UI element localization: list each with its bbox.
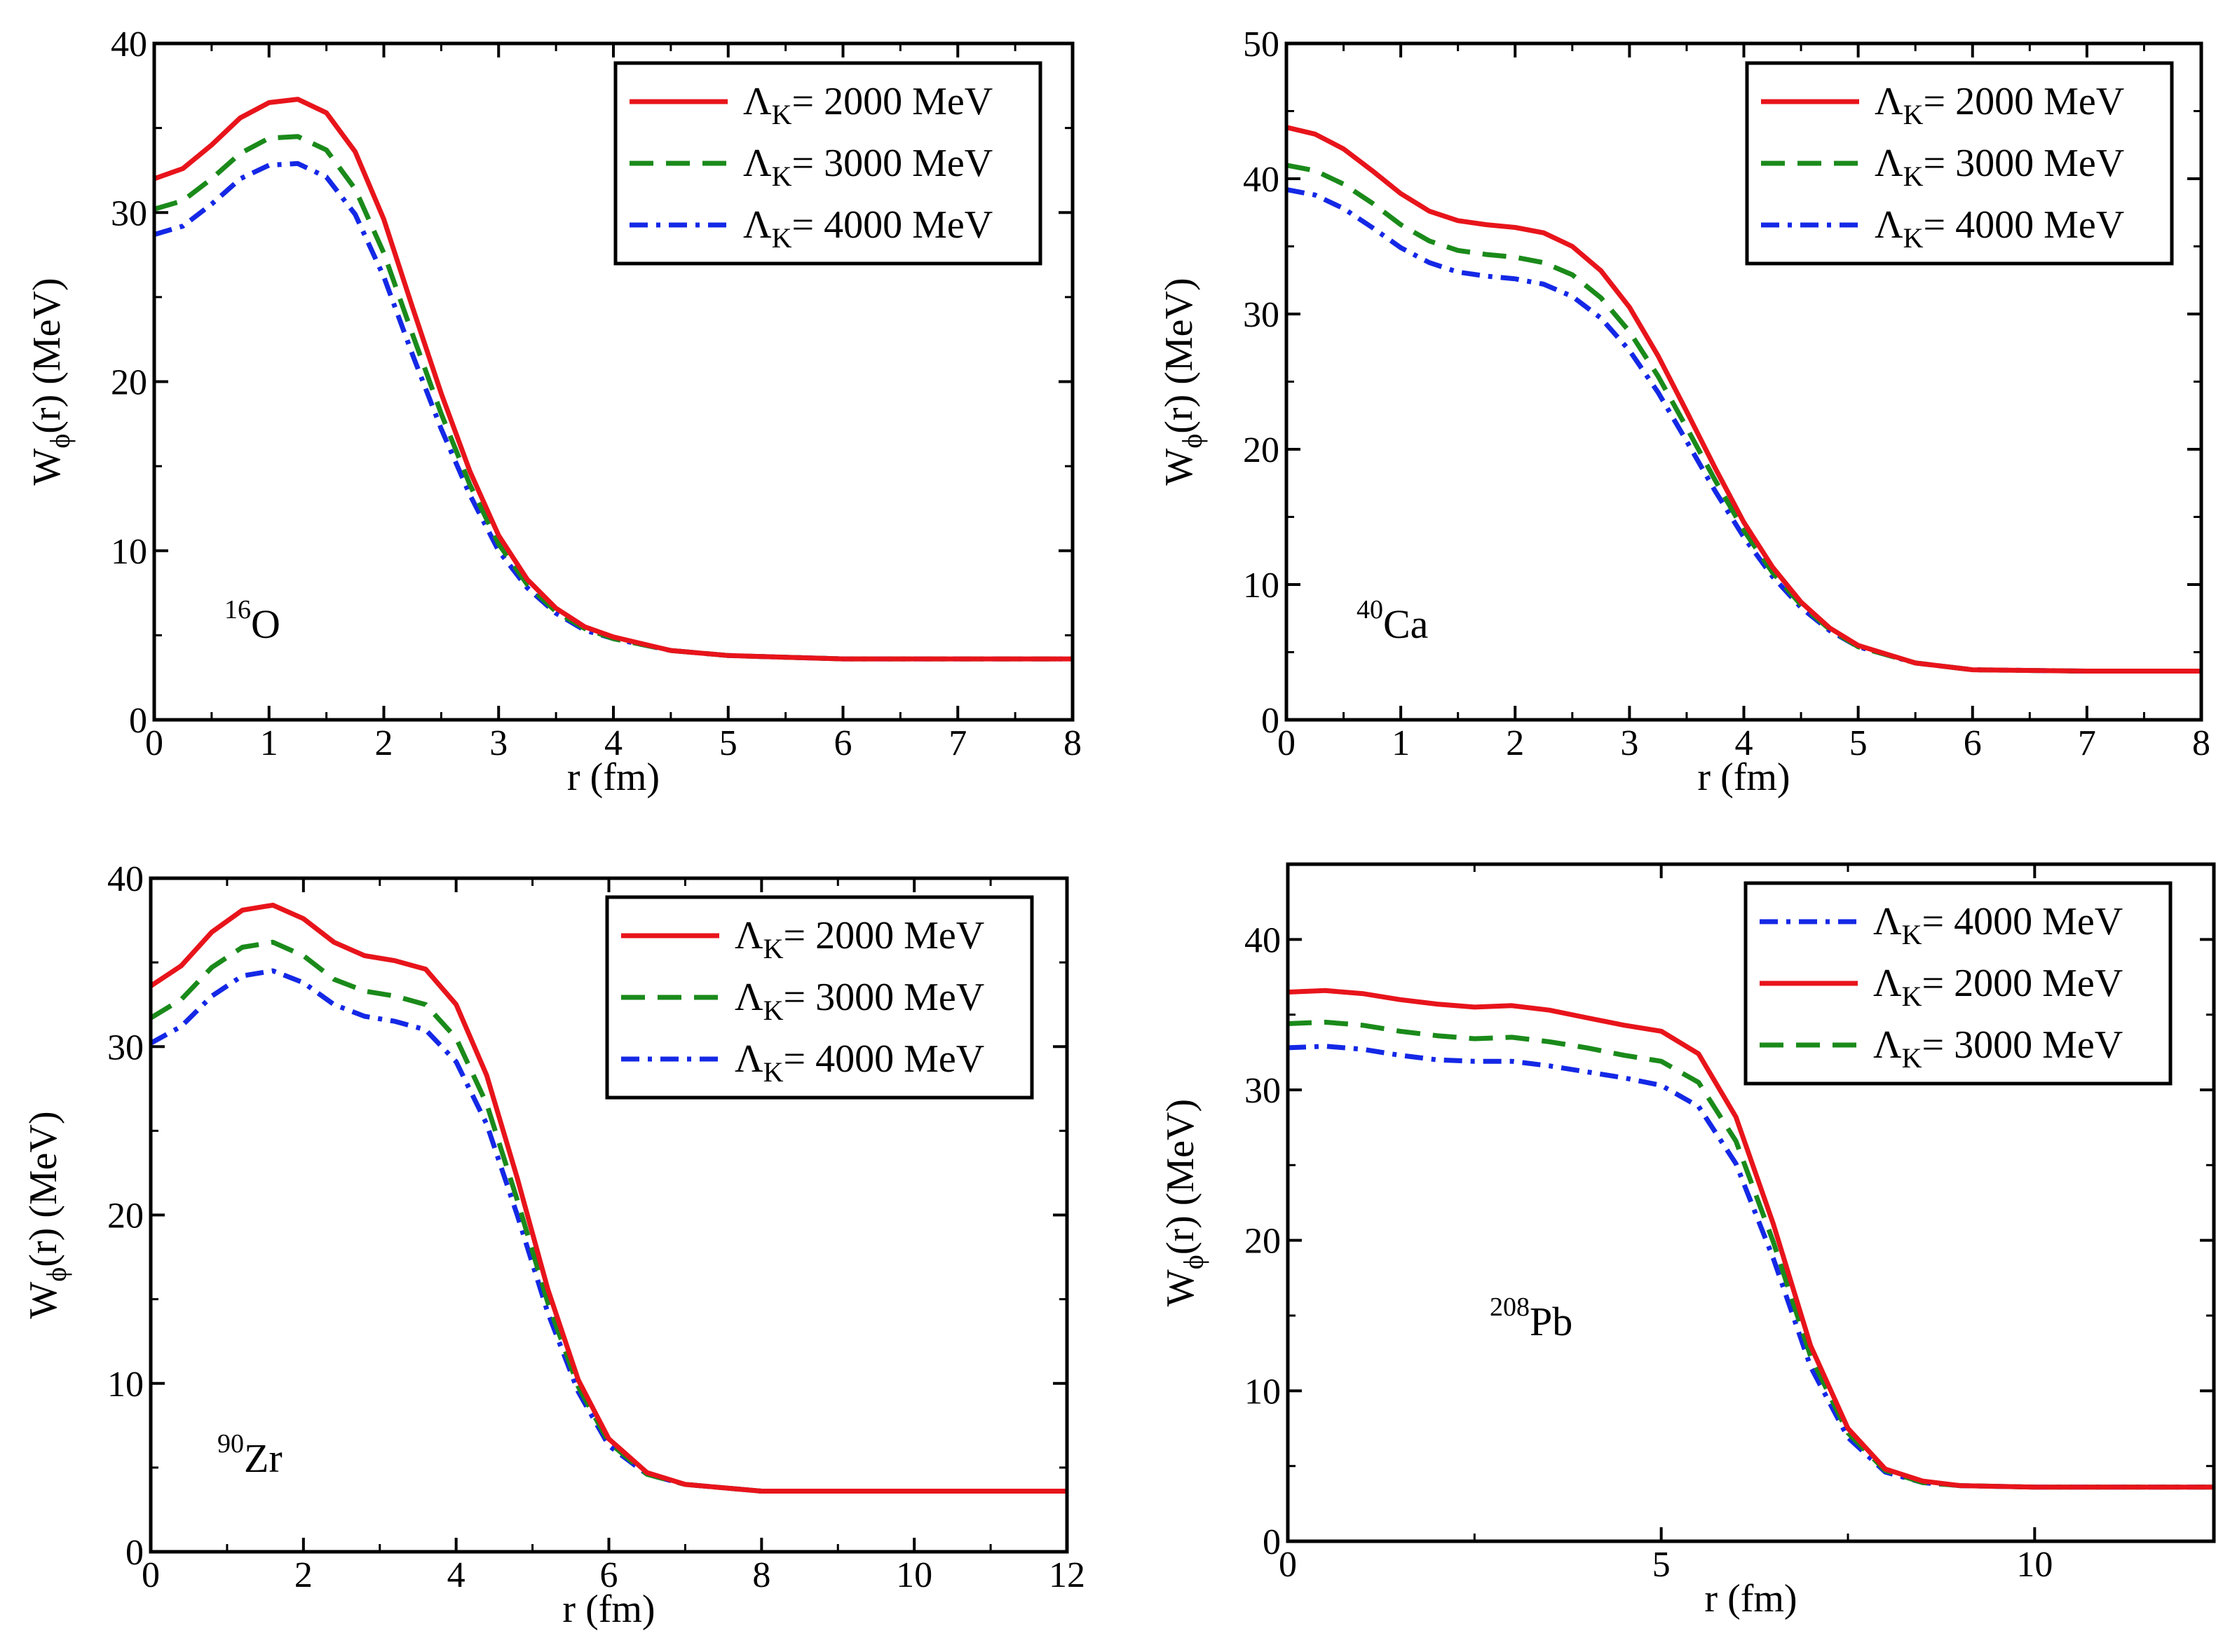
- legend-label: ΛK= 3000 MeV: [1873, 1023, 2123, 1074]
- legend-label: ΛK= 2000 MeV: [1873, 962, 2123, 1012]
- y-tick-label: 40: [1243, 160, 1279, 200]
- x-tick-label: 2: [1506, 723, 1524, 763]
- x-tick-label: 2: [294, 1555, 313, 1595]
- x-tick-label: 4: [1735, 723, 1753, 763]
- y-tick-label: 30: [111, 193, 147, 233]
- x-tick-label: 8: [2192, 723, 2210, 763]
- plot-frame: [1286, 862, 2216, 1543]
- x-axis-title: r (fm): [1704, 1577, 1797, 1620]
- x-tick-label: 6: [600, 1555, 618, 1595]
- y-axis-title: Wϕ(r) (MeV): [25, 278, 76, 485]
- y-tick-label: 10: [107, 1365, 144, 1405]
- legend-label: ΛK= 4000 MeV: [743, 203, 993, 254]
- y-tick-label: 20: [1243, 430, 1279, 470]
- nucleus-label: 40Ca: [1357, 595, 1428, 647]
- y-tick-label: 20: [107, 1196, 144, 1236]
- nucleus-label: 90Zr: [217, 1429, 283, 1481]
- x-tick-label: 8: [1063, 723, 1082, 763]
- x-tick-label: 3: [1620, 723, 1638, 763]
- series-line-dashdot: [1288, 1044, 2214, 1490]
- legend-label: ΛK= 2000 MeV: [735, 914, 984, 964]
- y-axis-title: Wϕ(r) (MeV): [1157, 278, 1208, 485]
- y-axis-title: Wϕ(r) (MeV): [1159, 1099, 1209, 1306]
- series-line-solid: [151, 902, 1067, 1494]
- panel-zr90: 0 2 4 6 8 10 12 0 10 20 30 40 r (fm) Wϕ(r) (MeV) ΛK= 2…: [22, 859, 1085, 1631]
- x-tick-label: 4: [604, 723, 623, 763]
- series-line-solid: [154, 97, 1073, 662]
- series-lines: [1286, 125, 2201, 674]
- x-tick-label: 3: [489, 723, 508, 763]
- x-tick-label: 0: [1279, 1545, 1297, 1585]
- x-tick-label: 5: [719, 723, 737, 763]
- y-tick-label: 30: [1243, 295, 1279, 335]
- y-tick-label: 0: [125, 1533, 144, 1573]
- panel-pb208: 0 5 10 0 10 20 30 40 r (fm) Wϕ(r) (MeV) ΛK= 4000 M…: [1159, 862, 2216, 1620]
- nucleus-label: 16O: [224, 595, 280, 647]
- legend-label: ΛK= 4000 MeV: [1873, 900, 2123, 950]
- series-lines: [151, 902, 1067, 1494]
- nucleus-label: 208Pb: [1490, 1292, 1572, 1344]
- x-tick-label: 7: [949, 723, 967, 763]
- x-tick-label: 10: [896, 1555, 932, 1595]
- legend-label: ΛK= 3000 MeV: [735, 976, 984, 1026]
- x-tick-label: 5: [1652, 1545, 1671, 1585]
- y-tick-label: 0: [1261, 701, 1279, 741]
- legend: ΛK= 2000 MeV ΛK= 3000 MeV ΛK= 4000 MeV: [1745, 61, 2174, 266]
- y-tick-label: 40: [107, 859, 144, 899]
- x-tick-label: 2: [375, 723, 393, 763]
- y-tick-label: 50: [1243, 25, 1279, 64]
- y-tick-label: 40: [1244, 920, 1281, 960]
- series-lines: [154, 97, 1073, 662]
- legend: ΛK= 2000 MeV ΛK= 3000 MeV ΛK= 4000 MeV: [605, 895, 1034, 1100]
- x-tick-label: 0: [145, 723, 163, 763]
- y-tick-label: 30: [107, 1028, 144, 1067]
- x-tick-label: 1: [260, 723, 278, 763]
- x-tick-label: 12: [1049, 1555, 1085, 1595]
- series-line-solid: [1286, 125, 2201, 674]
- series-line-solid: [1288, 988, 2214, 1490]
- x-tick-label: 6: [834, 723, 852, 763]
- x-axis-title: r (fm): [1697, 756, 1790, 799]
- x-tick-label: 10: [2016, 1545, 2053, 1585]
- panel-o16: 0 1 2 3 4 5 6 7 8 0 10 20 30 40 r (fm) Wϕ(r) (MeV) ΛK= 2…: [25, 25, 1082, 799]
- y-tick-label: 30: [1244, 1071, 1281, 1111]
- y-tick-label: 10: [1243, 566, 1279, 606]
- x-tick-label: 4: [447, 1555, 465, 1595]
- x-axis-title: r (fm): [567, 756, 660, 799]
- x-tick-label: 5: [1849, 723, 1868, 763]
- legend: ΛK= 2000 MeV ΛK= 3000 MeV ΛK= 4000 MeV: [613, 61, 1042, 266]
- legend-label: ΛK= 3000 MeV: [1875, 142, 2124, 192]
- y-axis-title: Wϕ(r) (MeV): [22, 1111, 72, 1318]
- legend: ΛK= 4000 MeV ΛK= 2000 MeV ΛK= 3000 MeV: [1743, 881, 2173, 1086]
- y-tick-label: 0: [1263, 1522, 1281, 1562]
- legend-label: ΛK= 2000 MeV: [1875, 80, 2124, 130]
- y-tick-label: 40: [111, 25, 147, 64]
- legend-label: ΛK= 3000 MeV: [743, 142, 993, 192]
- x-tick-label: 1: [1392, 723, 1410, 763]
- y-tick-label: 10: [111, 532, 147, 572]
- x-tick-label: 0: [1277, 723, 1296, 763]
- legend-label: ΛK= 4000 MeV: [735, 1037, 984, 1088]
- x-tick-label: 8: [752, 1555, 770, 1595]
- y-tick-label: 10: [1244, 1372, 1281, 1412]
- x-tick-label: 0: [142, 1555, 160, 1595]
- series-lines: [1288, 988, 2214, 1490]
- y-tick-label: 0: [129, 701, 147, 741]
- x-tick-label: 7: [2078, 723, 2096, 763]
- series-line-dashed: [1288, 1019, 2214, 1490]
- y-tick-label: 20: [1244, 1222, 1281, 1262]
- panel-ca40: 0 1 2 3 4 5 6 7 8 0 10 20 30 40 50 r (fm) Wϕ(r) (MeV) ΛK=…: [1157, 25, 2210, 799]
- y-tick-label: 20: [111, 363, 147, 403]
- x-axis-title: r (fm): [562, 1588, 655, 1631]
- legend-label: ΛK= 4000 MeV: [1875, 203, 2124, 254]
- legend-label: ΛK= 2000 MeV: [743, 80, 993, 130]
- x-tick-label: 6: [1964, 723, 1982, 763]
- series-line-dashdot: [1286, 186, 2201, 674]
